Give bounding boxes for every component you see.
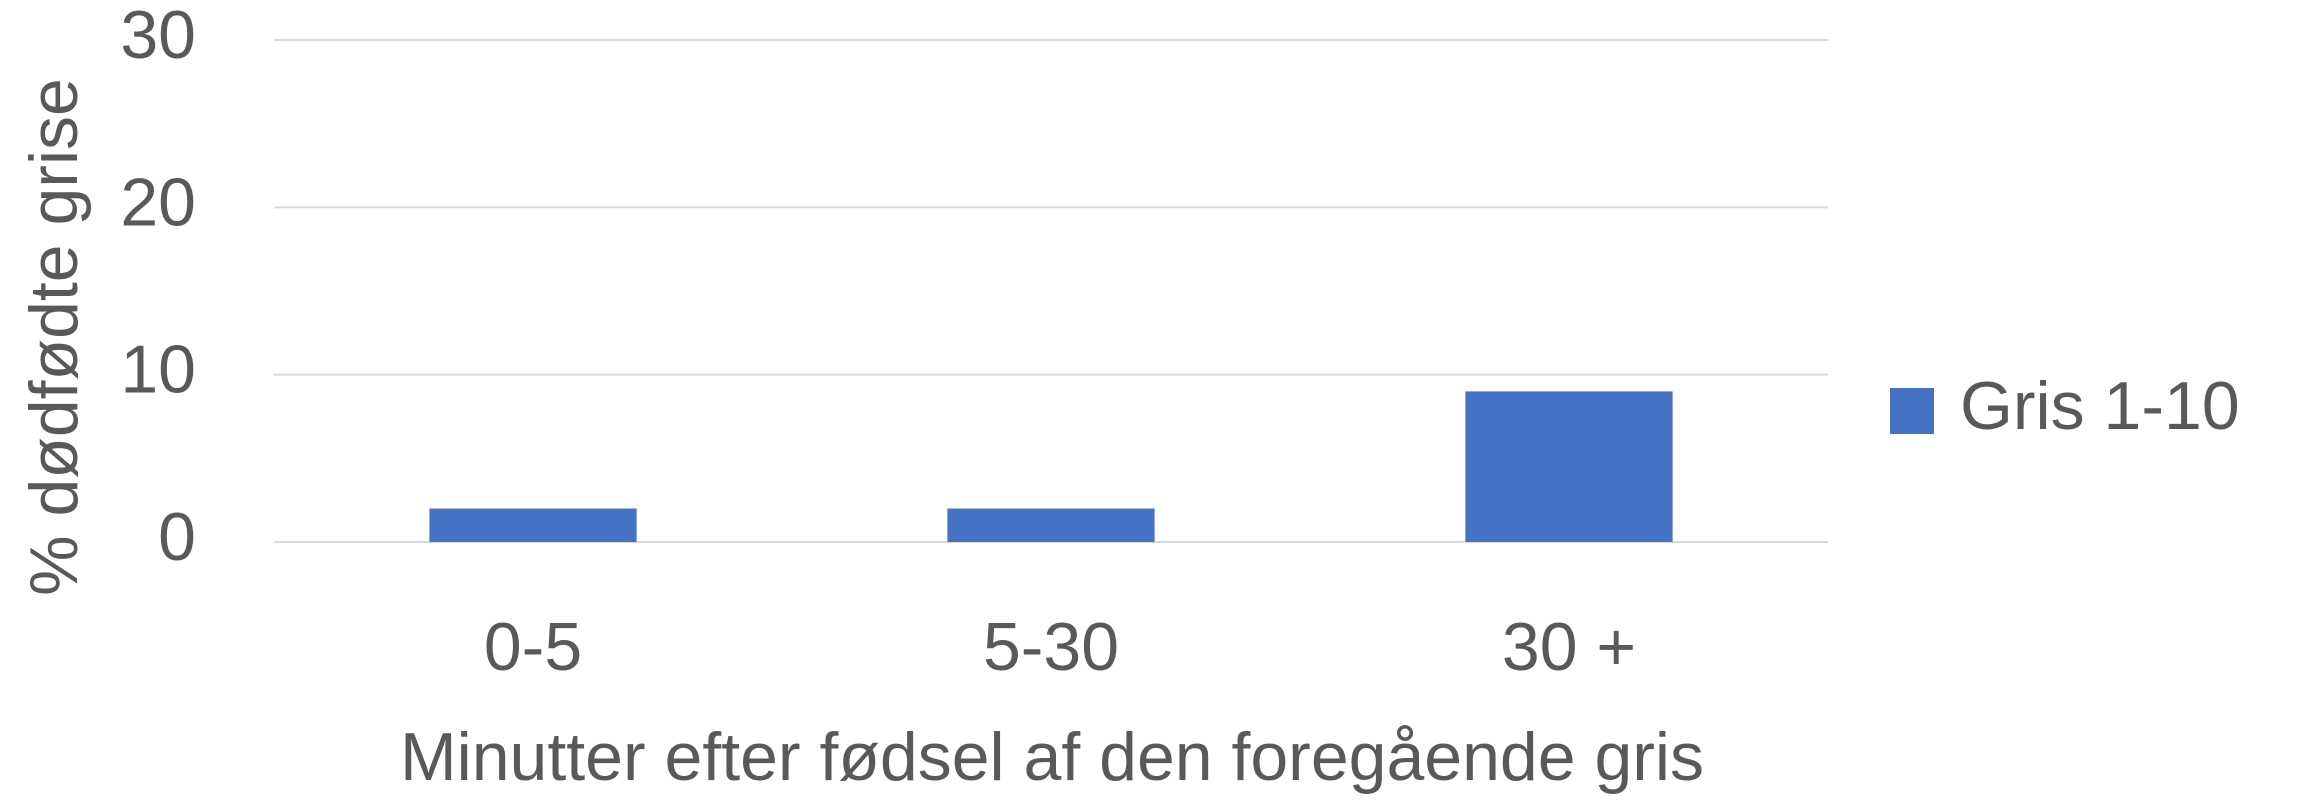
y-tick-label: 0 xyxy=(158,499,196,575)
x-tick-label: 5-30 xyxy=(983,609,1119,685)
legend-swatch xyxy=(1890,388,1934,434)
y-tick-label: 30 xyxy=(120,0,196,73)
bar xyxy=(1465,391,1673,542)
y-axis-title: % dødfødte grise xyxy=(16,78,92,596)
bar xyxy=(429,508,637,542)
legend-label: Gris 1-10 xyxy=(1960,368,2240,444)
y-tick-label: 10 xyxy=(120,332,196,408)
y-tick-label: 20 xyxy=(120,164,196,240)
bar xyxy=(947,508,1155,542)
x-tick-label: 30 + xyxy=(1502,609,1636,685)
x-axis-title: Minutter efter fødsel af den foregående … xyxy=(400,719,1704,795)
x-tick-label: 0-5 xyxy=(484,609,582,685)
